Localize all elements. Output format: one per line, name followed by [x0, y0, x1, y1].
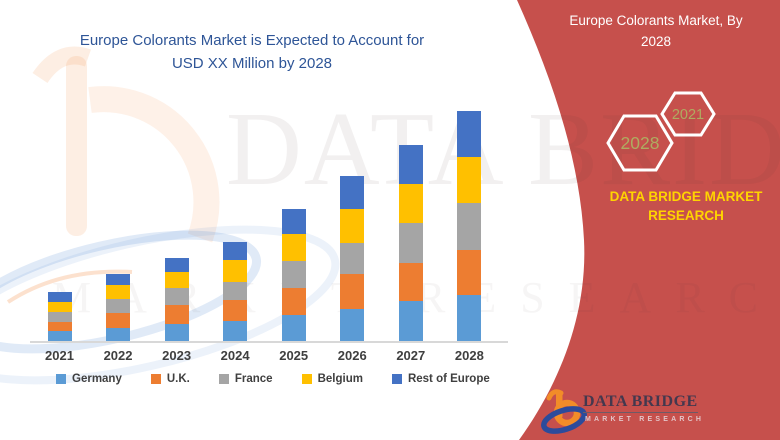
bar-segment-france — [106, 299, 131, 313]
bar-segment-rest-of-europe — [457, 111, 482, 157]
bar-segment-france — [281, 261, 306, 288]
bar-segment-germany — [164, 324, 189, 341]
bar-segment-belgium — [164, 272, 189, 288]
legend-swatch — [391, 374, 402, 384]
bar-segment-belgium — [223, 260, 248, 282]
bar-2025 — [281, 209, 306, 341]
logo-mark-icon — [541, 389, 587, 434]
bar-segment-rest-of-europe — [398, 145, 423, 184]
bar-segment-u-k- — [340, 274, 365, 309]
legend-swatch — [301, 374, 312, 384]
bar-2024 — [223, 242, 248, 341]
hexagon-2028-label: 2028 — [621, 133, 660, 153]
legend-item-france: France — [218, 373, 273, 385]
x-axis-label: 2024 — [220, 348, 250, 363]
bar-segment-u-k- — [106, 313, 131, 328]
legend-item-germany: Germany — [56, 373, 122, 385]
bar-segment-u-k- — [47, 322, 72, 331]
hexagon-2021-label: 2021 — [672, 107, 704, 123]
bar-segment-u-k- — [164, 305, 189, 324]
bar-2023 — [164, 258, 189, 341]
x-axis-label: 2028 — [454, 348, 484, 363]
chart-title: Europe Colorants Market is Expected to A… — [79, 32, 425, 72]
bar-segment-germany — [281, 315, 306, 341]
bar-segment-germany — [223, 321, 248, 341]
bar-segment-belgium — [106, 285, 131, 299]
bar-segment-germany — [457, 295, 482, 341]
bar-segment-belgium — [398, 184, 423, 223]
bar-segment-france — [164, 288, 189, 305]
x-axis-labels: 2021 2022 2023 2024 2025 2026 2027 2028 — [34, 348, 506, 366]
bar-segment-germany — [106, 328, 131, 341]
bar-2021 — [47, 292, 72, 341]
bar-segment-belgium — [340, 209, 365, 243]
legend-label: France — [234, 373, 273, 385]
bar-segment-u-k- — [457, 250, 482, 295]
hexagon-2028-badge: 2028 — [606, 114, 674, 172]
legend-label: Belgium — [317, 373, 363, 385]
bar-segment-rest-of-europe — [106, 274, 131, 285]
brand-text: DATA BRIDGE MARKET RESEARCH — [609, 189, 763, 223]
bar-segment-rest-of-europe — [340, 176, 365, 209]
legend-swatch — [56, 374, 66, 384]
bar-segment-rest-of-europe — [164, 258, 189, 272]
x-axis-line — [30, 341, 508, 343]
bar-segment-belgium — [47, 302, 72, 312]
bar-segment-rest-of-europe — [281, 209, 306, 234]
bar-segment-germany — [340, 309, 365, 341]
bar-segment-rest-of-europe — [223, 242, 248, 260]
bar-2026 — [340, 176, 365, 341]
legend-item-belgium: Belgium — [301, 373, 363, 385]
logo-name: DATA BRIDGE — [583, 393, 698, 413]
x-axis-label: 2023 — [162, 348, 192, 363]
bar-2022 — [106, 274, 131, 341]
x-axis-label: 2025 — [279, 348, 309, 363]
legend-label: Rest of Europe — [407, 373, 490, 385]
banner-heading: Europe Colorants Market, By 2028 — [569, 13, 743, 49]
stacked-bar-chart — [34, 100, 506, 341]
bar-segment-u-k- — [398, 263, 423, 301]
bar-segment-germany — [47, 331, 72, 341]
x-axis-label: 2021 — [45, 348, 74, 363]
legend-item-rest-of-europe: Rest of Europe — [391, 373, 490, 385]
bar-segment-u-k- — [223, 300, 248, 321]
legend-label: Germany — [72, 373, 122, 385]
bar-segment-belgium — [457, 157, 482, 203]
legend-label: U.K. — [166, 373, 190, 385]
bar-segment-rest-of-europe — [47, 292, 72, 302]
bar-segment-france — [398, 223, 423, 263]
bar-segment-france — [457, 203, 482, 250]
bar-segment-germany — [398, 301, 423, 341]
bar-segment-france — [47, 312, 72, 322]
x-axis-label: 2022 — [103, 348, 133, 363]
bar-segment-belgium — [281, 234, 306, 261]
legend-swatch — [218, 374, 229, 384]
hexagon-badges: 2021 2028 — [606, 91, 716, 172]
logo-subtitle: MARKET RESEARCH — [585, 416, 705, 423]
bar-2028 — [457, 111, 482, 341]
x-axis-label: 2026 — [337, 348, 367, 363]
x-axis-label: 2027 — [396, 348, 426, 363]
bar-segment-france — [340, 243, 365, 274]
chart-legend: Germany U.K. France Belgium Rest of Europe — [56, 373, 490, 385]
bar-2027 — [398, 145, 423, 341]
legend-item-u-k-: U.K. — [150, 373, 190, 385]
hexagon-2021-badge: 2021 — [660, 91, 716, 137]
bar-segment-france — [223, 282, 248, 300]
legend-swatch — [150, 374, 161, 384]
bar-segment-u-k- — [281, 288, 306, 315]
